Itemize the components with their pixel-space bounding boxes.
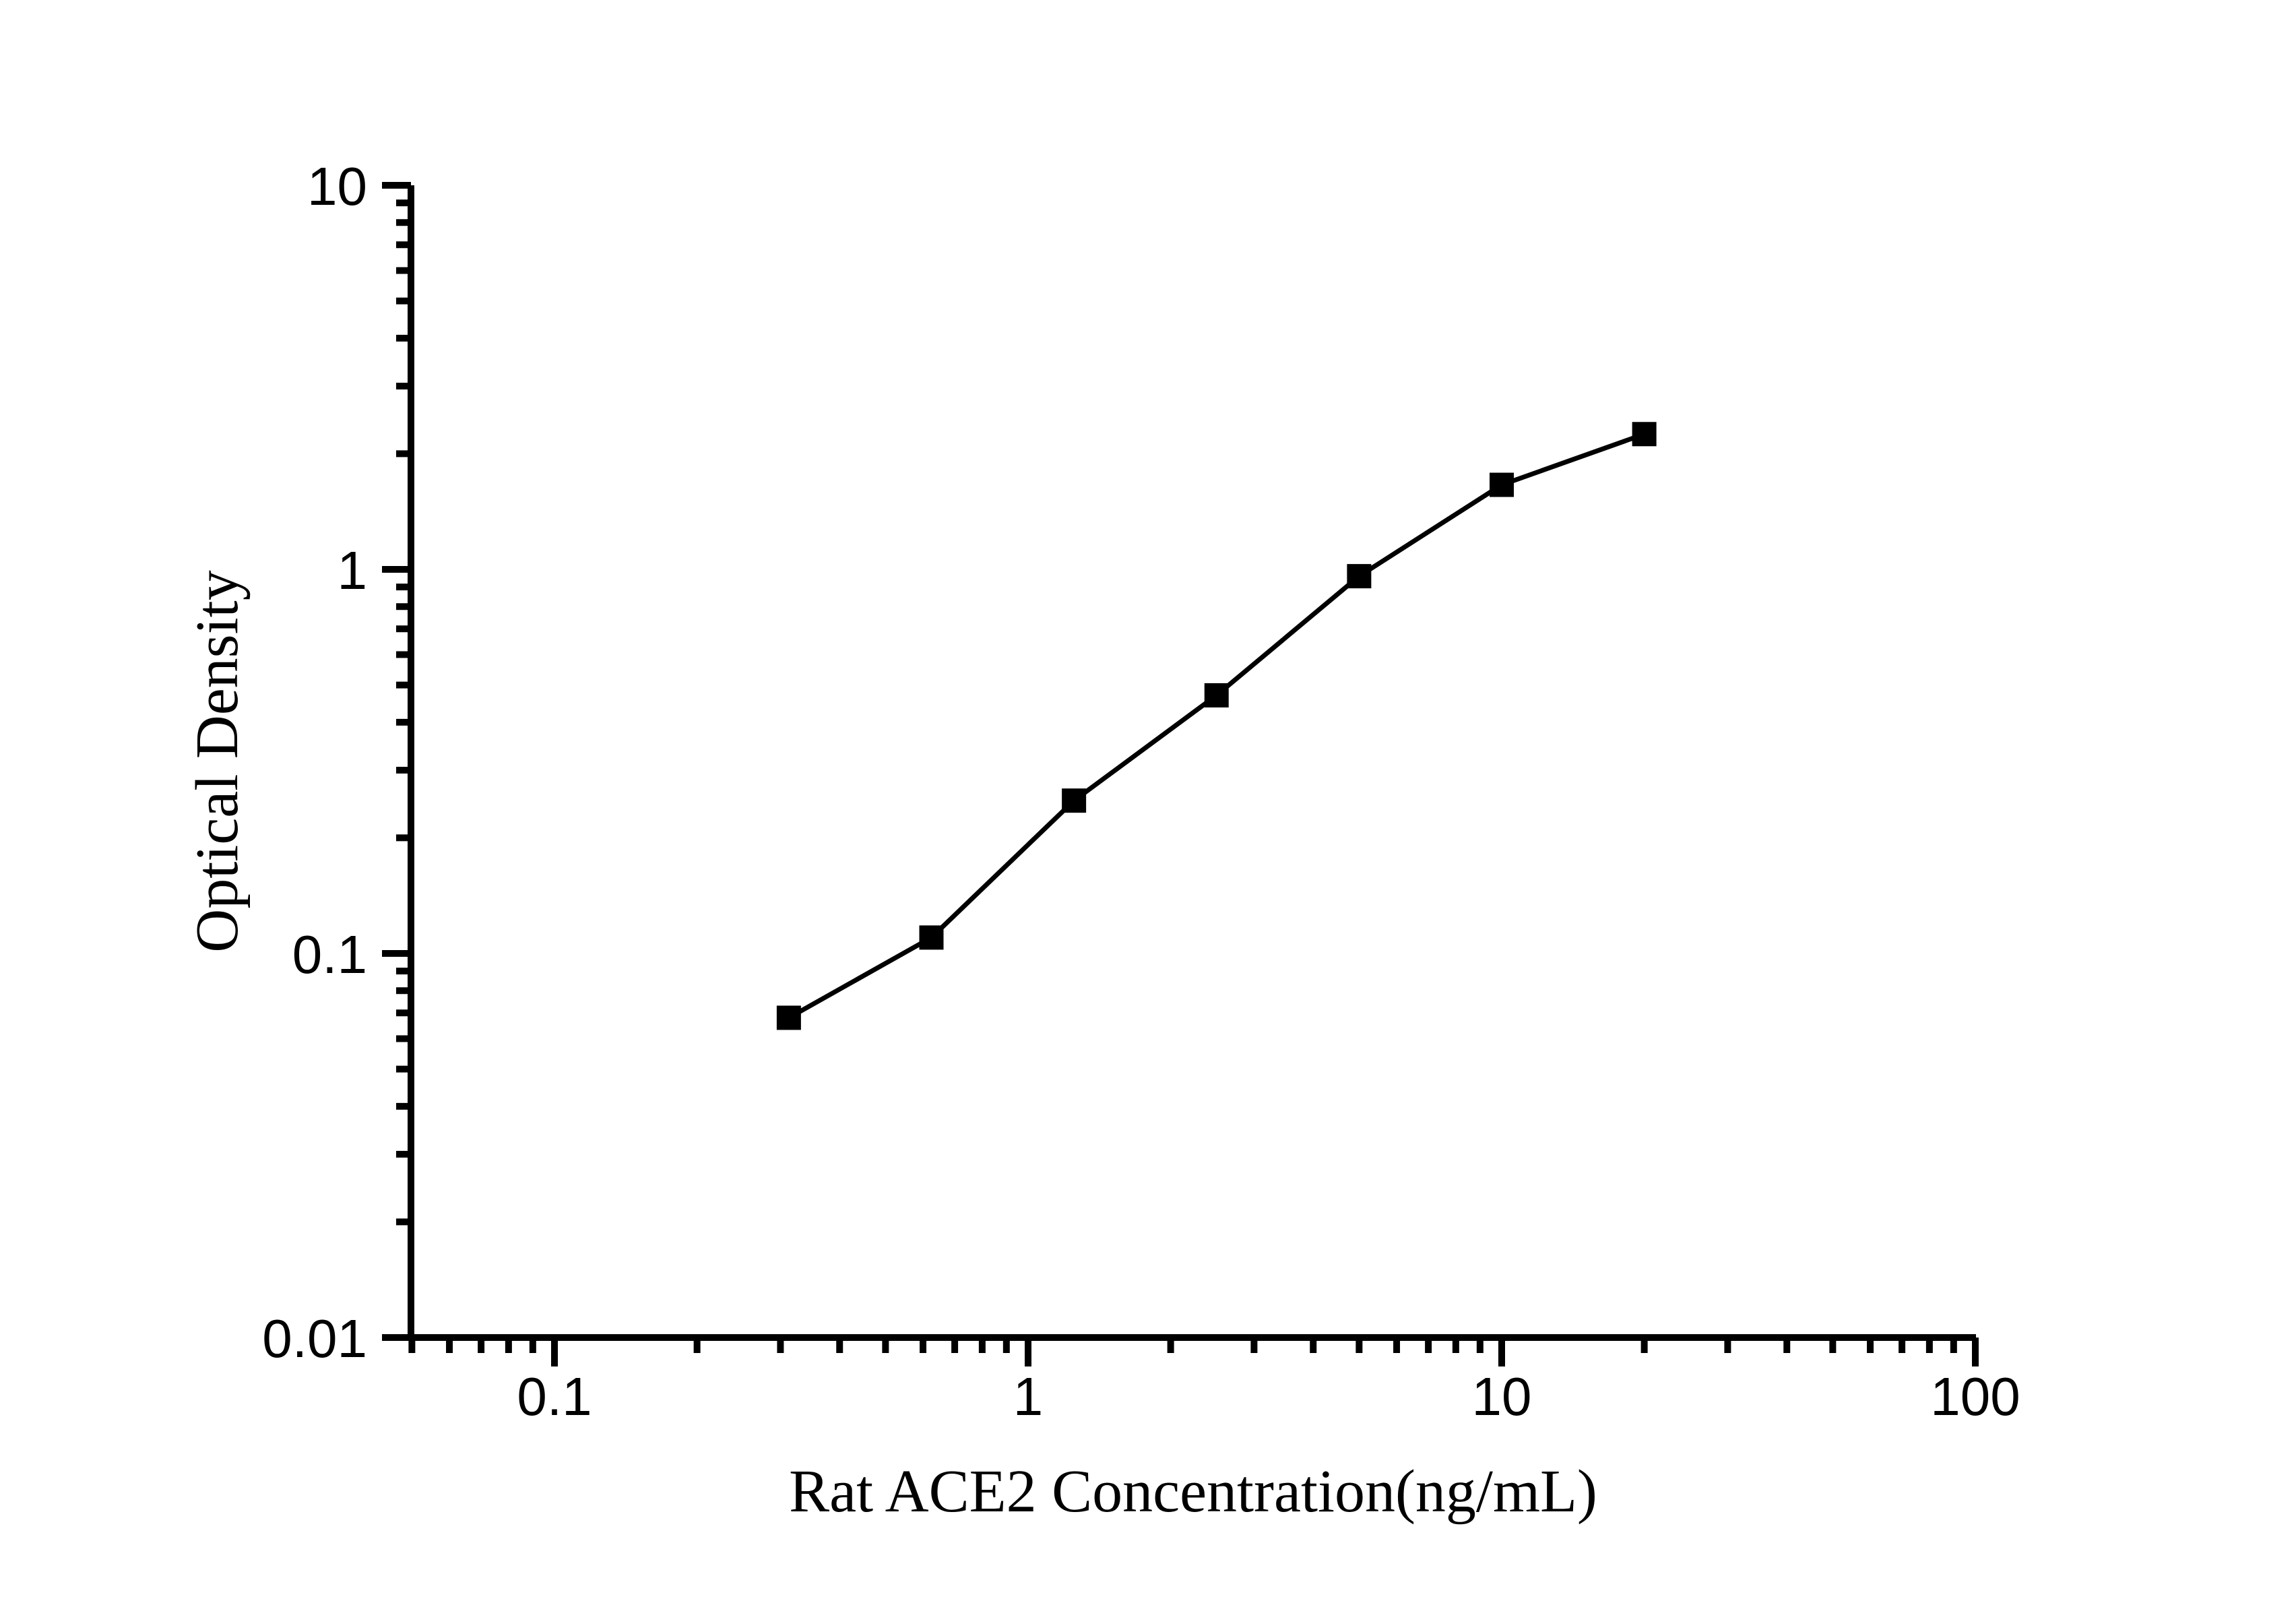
axis-spines [408, 185, 1976, 1341]
series-layer [776, 422, 1657, 1030]
y-tick-label-0.1: 0.1 [292, 924, 367, 984]
x-tick-label-0.1: 0.1 [517, 1366, 592, 1426]
standard-curve-line [788, 431, 1645, 1020]
data-point-0.625ng [919, 925, 944, 950]
x-tick-label-10: 10 [1472, 1366, 1532, 1426]
data-point-20ng [1632, 422, 1657, 447]
data-point-1.25ng [1062, 788, 1087, 813]
y-tick-label-1: 1 [338, 540, 368, 600]
x-axis-tick-labels: 0.1 1 10 100 [517, 1366, 2020, 1426]
y-axis-tick-labels: 0.01 0.1 1 10 [262, 156, 367, 1369]
data-point-10ng [1490, 472, 1514, 497]
y-axis-ticks [382, 182, 411, 1341]
y-tick-label-10: 10 [307, 156, 367, 216]
x-axis-ticks [408, 1338, 1979, 1366]
x-tick-label-100: 100 [1930, 1366, 2020, 1426]
x-axis-title: Rat ACE2 Concentration(ng/mL) [789, 1458, 1597, 1525]
data-point-0.3125ng [776, 1005, 801, 1030]
y-tick-label-0.01: 0.01 [262, 1309, 367, 1369]
data-point-5ng [1347, 564, 1372, 589]
data-point-2.5ng [1204, 683, 1229, 708]
x-tick-label-1: 1 [1013, 1366, 1044, 1426]
y-axis-title: Optical Density [184, 570, 251, 952]
